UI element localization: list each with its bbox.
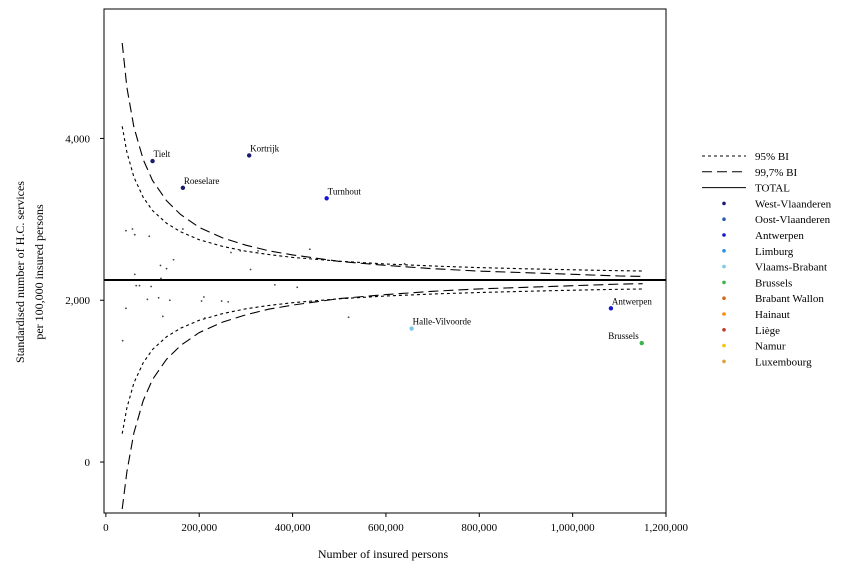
legend-label-hainaut: Hainaut <box>755 309 790 321</box>
legend-swatch-west-vlaanderen <box>722 201 726 206</box>
data-point <box>239 249 242 252</box>
y-axis-title-line1: Standardised number of H.C. services <box>13 181 27 363</box>
data-point <box>220 300 223 302</box>
legend-label-vlaams-brabant: Vlaams-Brabant <box>755 262 827 274</box>
point-label: Roeselare <box>184 176 219 186</box>
data-point <box>172 258 175 261</box>
point-label: Brussels <box>608 331 639 341</box>
data-point-tielt <box>150 158 155 164</box>
legend-label-brussels: Brussels <box>755 277 792 289</box>
legend-swatch-namur <box>722 343 726 348</box>
data-point <box>131 228 134 230</box>
legend-swatch-hainaut <box>722 312 726 316</box>
x-tick-label: 1,000,000 <box>551 522 596 534</box>
band-997-upper <box>121 42 643 277</box>
data-point <box>161 315 164 318</box>
point-label: Kortrijk <box>250 143 279 153</box>
data-point <box>133 233 136 236</box>
y-axis: 0 2,000 4,000 <box>65 133 104 469</box>
data-point <box>133 273 136 276</box>
legend-label-brabant-wallon: Brabant Wallon <box>755 293 824 305</box>
data-point <box>125 229 127 232</box>
data-point <box>308 248 311 251</box>
legend-swatch-brabant-wallon <box>722 296 726 301</box>
legend-label-99-7-bi: 99,7% BI <box>755 167 798 179</box>
data-point-kortrijk <box>246 153 252 158</box>
band-95-lower <box>121 288 643 434</box>
data-point <box>138 284 141 287</box>
data-point <box>135 284 138 287</box>
x-tick-label: 200,000 <box>181 522 217 534</box>
y-axis-title-line2: per 100,000 insured persons <box>32 204 46 340</box>
x-tick-label: 400,000 <box>275 522 311 534</box>
legend-label-li-ge: Liège <box>755 325 780 337</box>
confidence-bands <box>121 42 643 510</box>
y-tick-label: 4,000 <box>65 133 90 145</box>
x-axis-title: Number of insured persons <box>318 547 449 561</box>
labeled-points: Tielt Kortrijk Roeselare Turnhout Antwerpen H… <box>150 143 652 346</box>
data-point <box>403 262 406 265</box>
data-point <box>257 249 259 252</box>
x-tick-label: 0 <box>103 522 109 534</box>
data-point <box>181 228 184 230</box>
data-point-turnhout <box>324 196 329 201</box>
data-point <box>125 307 127 310</box>
data-point-antwerpen <box>608 306 614 311</box>
legend-swatch-luxembourg <box>722 359 726 364</box>
data-point <box>273 283 276 286</box>
legend-label-luxembourg: Luxembourg <box>755 356 812 368</box>
legend-label-limburg: Limburg <box>755 246 794 258</box>
x-tick-label: 600,000 <box>368 522 404 534</box>
legend-swatch-limburg <box>722 249 726 253</box>
plot-frame <box>103 8 667 514</box>
data-point <box>230 251 232 254</box>
legend-label-total: TOTAL <box>755 183 790 195</box>
data-point <box>146 298 149 301</box>
legend-swatch-vlaams-brabant <box>722 264 726 269</box>
legend-label-oost-vlaanderen: Oost-Vlaanderen <box>755 214 831 226</box>
data-point <box>296 286 299 289</box>
data-point <box>249 268 252 271</box>
data-point-roeselare <box>180 185 186 190</box>
data-point-halle-vilvoorde <box>409 326 414 331</box>
data-point <box>200 300 203 302</box>
point-label: Tielt <box>154 149 171 159</box>
data-point <box>160 277 162 280</box>
data-point <box>227 300 230 303</box>
legend-label-west-vlaanderen: West-Vlaanderen <box>755 198 832 210</box>
legend-swatch-li-ge <box>722 328 726 332</box>
legend-swatch-oost-vlaanderen <box>722 217 726 221</box>
legend-label-antwerpen: Antwerpen <box>755 230 804 242</box>
data-point <box>202 296 205 298</box>
data-point <box>203 317 206 319</box>
x-axis: 0 200,000 400,000 600,000 800,000 1,000,000 1,… <box>103 513 689 534</box>
data-point <box>159 264 162 267</box>
point-label: Antwerpen <box>612 296 652 306</box>
unlabeled-points <box>121 228 406 342</box>
data-point <box>165 267 168 270</box>
legend: 95% BI 99,7% BI TOTAL West-Vlaanderen Oost-V… <box>702 151 832 368</box>
y-tick-label: 0 <box>85 457 91 469</box>
data-point <box>347 316 350 319</box>
legend-label-95-bi: 95% BI <box>755 151 789 163</box>
data-point-brussels <box>639 340 644 346</box>
data-point <box>157 296 160 299</box>
data-point <box>148 235 151 238</box>
legend-swatch-brussels <box>722 280 726 285</box>
x-tick-label: 1,200,000 <box>644 522 689 534</box>
legend-swatch-antwerpen <box>722 233 726 237</box>
band-997-lower <box>121 283 643 510</box>
point-label: Halle-Vilvoorde <box>413 317 471 327</box>
point-label: Turnhout <box>328 186 362 196</box>
data-point <box>168 299 171 302</box>
band-95-upper <box>121 126 643 272</box>
data-point <box>121 339 124 342</box>
data-point <box>150 285 153 288</box>
y-tick-label: 2,000 <box>65 295 90 307</box>
x-tick-label: 800,000 <box>461 522 497 534</box>
legend-label-namur: Namur <box>755 341 786 353</box>
